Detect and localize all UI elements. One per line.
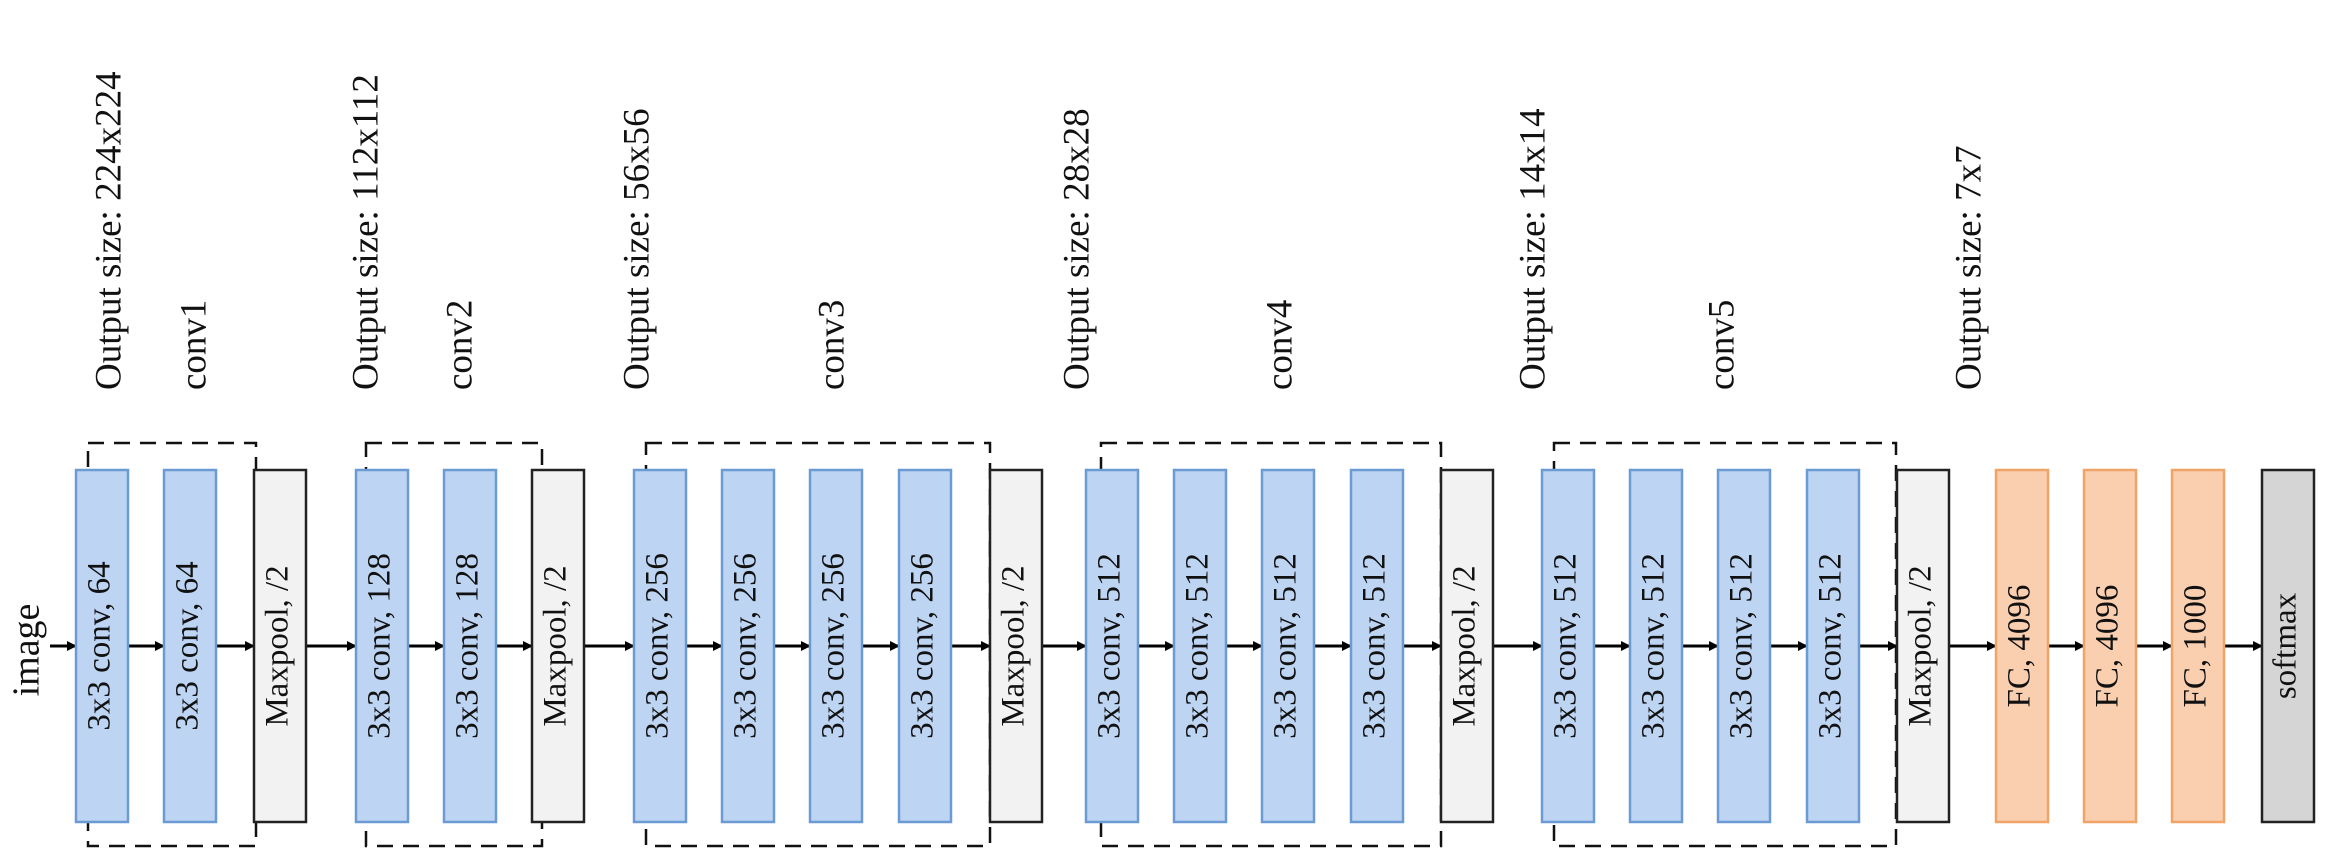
output-size-label: Output size: 56x56 (616, 108, 657, 390)
layer-box-7: 3x3 conv, 256 (720, 468, 776, 824)
layer-rect-pool (988, 468, 1044, 824)
layer-label: Maxpool, /2 (260, 565, 296, 726)
layer-box-23: FC, 1000 (2170, 468, 2226, 824)
layer-rect-conv (354, 468, 410, 824)
group-labels: Output size: 224x224 conv1 Output size: 11… (88, 71, 1989, 390)
layer-box-8: 3x3 conv, 256 (808, 468, 864, 824)
layer-rect-fc (2082, 468, 2138, 824)
layer-label: 3x3 conv, 512 (1636, 553, 1672, 739)
layer-rect-pool (1895, 468, 1951, 824)
group-name-label: conv1 (173, 300, 214, 390)
layer-rect-softmax (2260, 468, 2316, 824)
layer-rect-conv (1540, 468, 1596, 824)
layer-label: 3x3 conv, 256 (728, 553, 764, 739)
layer-rect-pool (252, 468, 308, 824)
layer-box-21: FC, 4096 (1994, 468, 2050, 824)
layer-box-18: 3x3 conv, 512 (1716, 468, 1772, 824)
layer-label: 3x3 conv, 256 (905, 553, 941, 739)
layer-boxes: 3x3 conv, 64 3x3 conv, 64 Maxpool, /2 3x3 c… (74, 468, 2316, 824)
layer-label: Maxpool, /2 (1903, 565, 1939, 726)
layer-rect-conv (1716, 468, 1772, 824)
layer-label: 3x3 conv, 512 (1813, 553, 1849, 739)
layer-box-12: 3x3 conv, 512 (1172, 468, 1228, 824)
layer-box-2: Maxpool, /2 (252, 468, 308, 824)
output-size-label: Output size: 28x28 (1056, 108, 1097, 390)
layer-rect-conv (808, 468, 864, 824)
layer-label: FC, 4096 (2002, 585, 2038, 708)
layer-label: 3x3 conv, 512 (1092, 553, 1128, 739)
layer-rect-fc (2170, 468, 2226, 824)
layer-label: 3x3 conv, 512 (1724, 553, 1760, 739)
layer-box-15: Maxpool, /2 (1439, 468, 1495, 824)
layer-label: 3x3 conv, 512 (1180, 553, 1216, 739)
layer-rect-conv (1805, 468, 1861, 824)
layer-label: 3x3 conv, 128 (362, 553, 398, 739)
layer-label: 3x3 conv, 512 (1268, 553, 1304, 739)
layer-label: FC, 4096 (2090, 585, 2126, 708)
layer-box-17: 3x3 conv, 512 (1628, 468, 1684, 824)
layer-box-0: 3x3 conv, 64 (74, 468, 130, 824)
layer-label: FC, 1000 (2178, 585, 2214, 708)
layer-label: softmax (2268, 592, 2304, 699)
layer-rect-conv (1084, 468, 1140, 824)
layer-box-14: 3x3 conv, 512 (1349, 468, 1405, 824)
layer-rect-conv (1260, 468, 1316, 824)
layer-rect-conv (1172, 468, 1228, 824)
group-name-label: conv4 (1259, 300, 1300, 390)
layer-rect-conv (632, 468, 688, 824)
layer-label: 3x3 conv, 128 (450, 553, 486, 739)
layer-box-9: 3x3 conv, 256 (897, 468, 953, 824)
output-size-label: Output size: 224x224 (88, 71, 129, 390)
layer-box-10: Maxpool, /2 (988, 468, 1044, 824)
group-name-label: conv2 (439, 300, 480, 390)
layer-label: Maxpool, /2 (1447, 565, 1483, 726)
layer-label: 3x3 conv, 512 (1548, 553, 1584, 739)
layer-box-4: 3x3 conv, 128 (442, 468, 498, 824)
layer-rect-conv (162, 468, 218, 824)
layer-label: 3x3 conv, 256 (816, 553, 852, 739)
layer-label: 3x3 conv, 64 (170, 561, 206, 730)
layer-label: 3x3 conv, 512 (1357, 553, 1393, 739)
layer-box-13: 3x3 conv, 512 (1260, 468, 1316, 824)
layer-rect-fc (1994, 468, 2050, 824)
layer-box-1: 3x3 conv, 64 (162, 468, 218, 824)
layer-label: 3x3 conv, 64 (82, 561, 118, 730)
layer-box-11: 3x3 conv, 512 (1084, 468, 1140, 824)
output-size-label: Output size: 7x7 (1948, 145, 1989, 390)
layer-box-22: FC, 4096 (2082, 468, 2138, 824)
group-frame-conv3 (644, 441, 992, 848)
layer-box-3: 3x3 conv, 128 (354, 468, 410, 824)
layer-rect-pool (1439, 468, 1495, 824)
layer-box-5: Maxpool, /2 (530, 468, 586, 824)
layer-rect-conv (720, 468, 776, 824)
layer-rect-conv (74, 468, 130, 824)
layer-rect-conv (897, 468, 953, 824)
layer-rect-conv (1349, 468, 1405, 824)
output-size-label: Output size: 14x14 (1512, 108, 1553, 390)
group-name-label: conv5 (1701, 300, 1742, 390)
group-name-label: conv3 (811, 300, 852, 390)
layer-rect-conv (442, 468, 498, 824)
layer-box-16: 3x3 conv, 512 (1540, 468, 1596, 824)
layer-box-6: 3x3 conv, 256 (632, 468, 688, 824)
input-label: image (6, 604, 48, 697)
layer-label: Maxpool, /2 (996, 565, 1032, 726)
output-size-label: Output size: 112x112 (345, 74, 386, 390)
layer-label: 3x3 conv, 256 (640, 553, 676, 739)
layer-box-24: softmax (2260, 468, 2316, 824)
layer-box-19: 3x3 conv, 512 (1805, 468, 1861, 824)
layer-label: Maxpool, /2 (538, 565, 574, 726)
layer-rect-conv (1628, 468, 1684, 824)
layer-box-20: Maxpool, /2 (1895, 468, 1951, 824)
layer-rect-pool (530, 468, 586, 824)
